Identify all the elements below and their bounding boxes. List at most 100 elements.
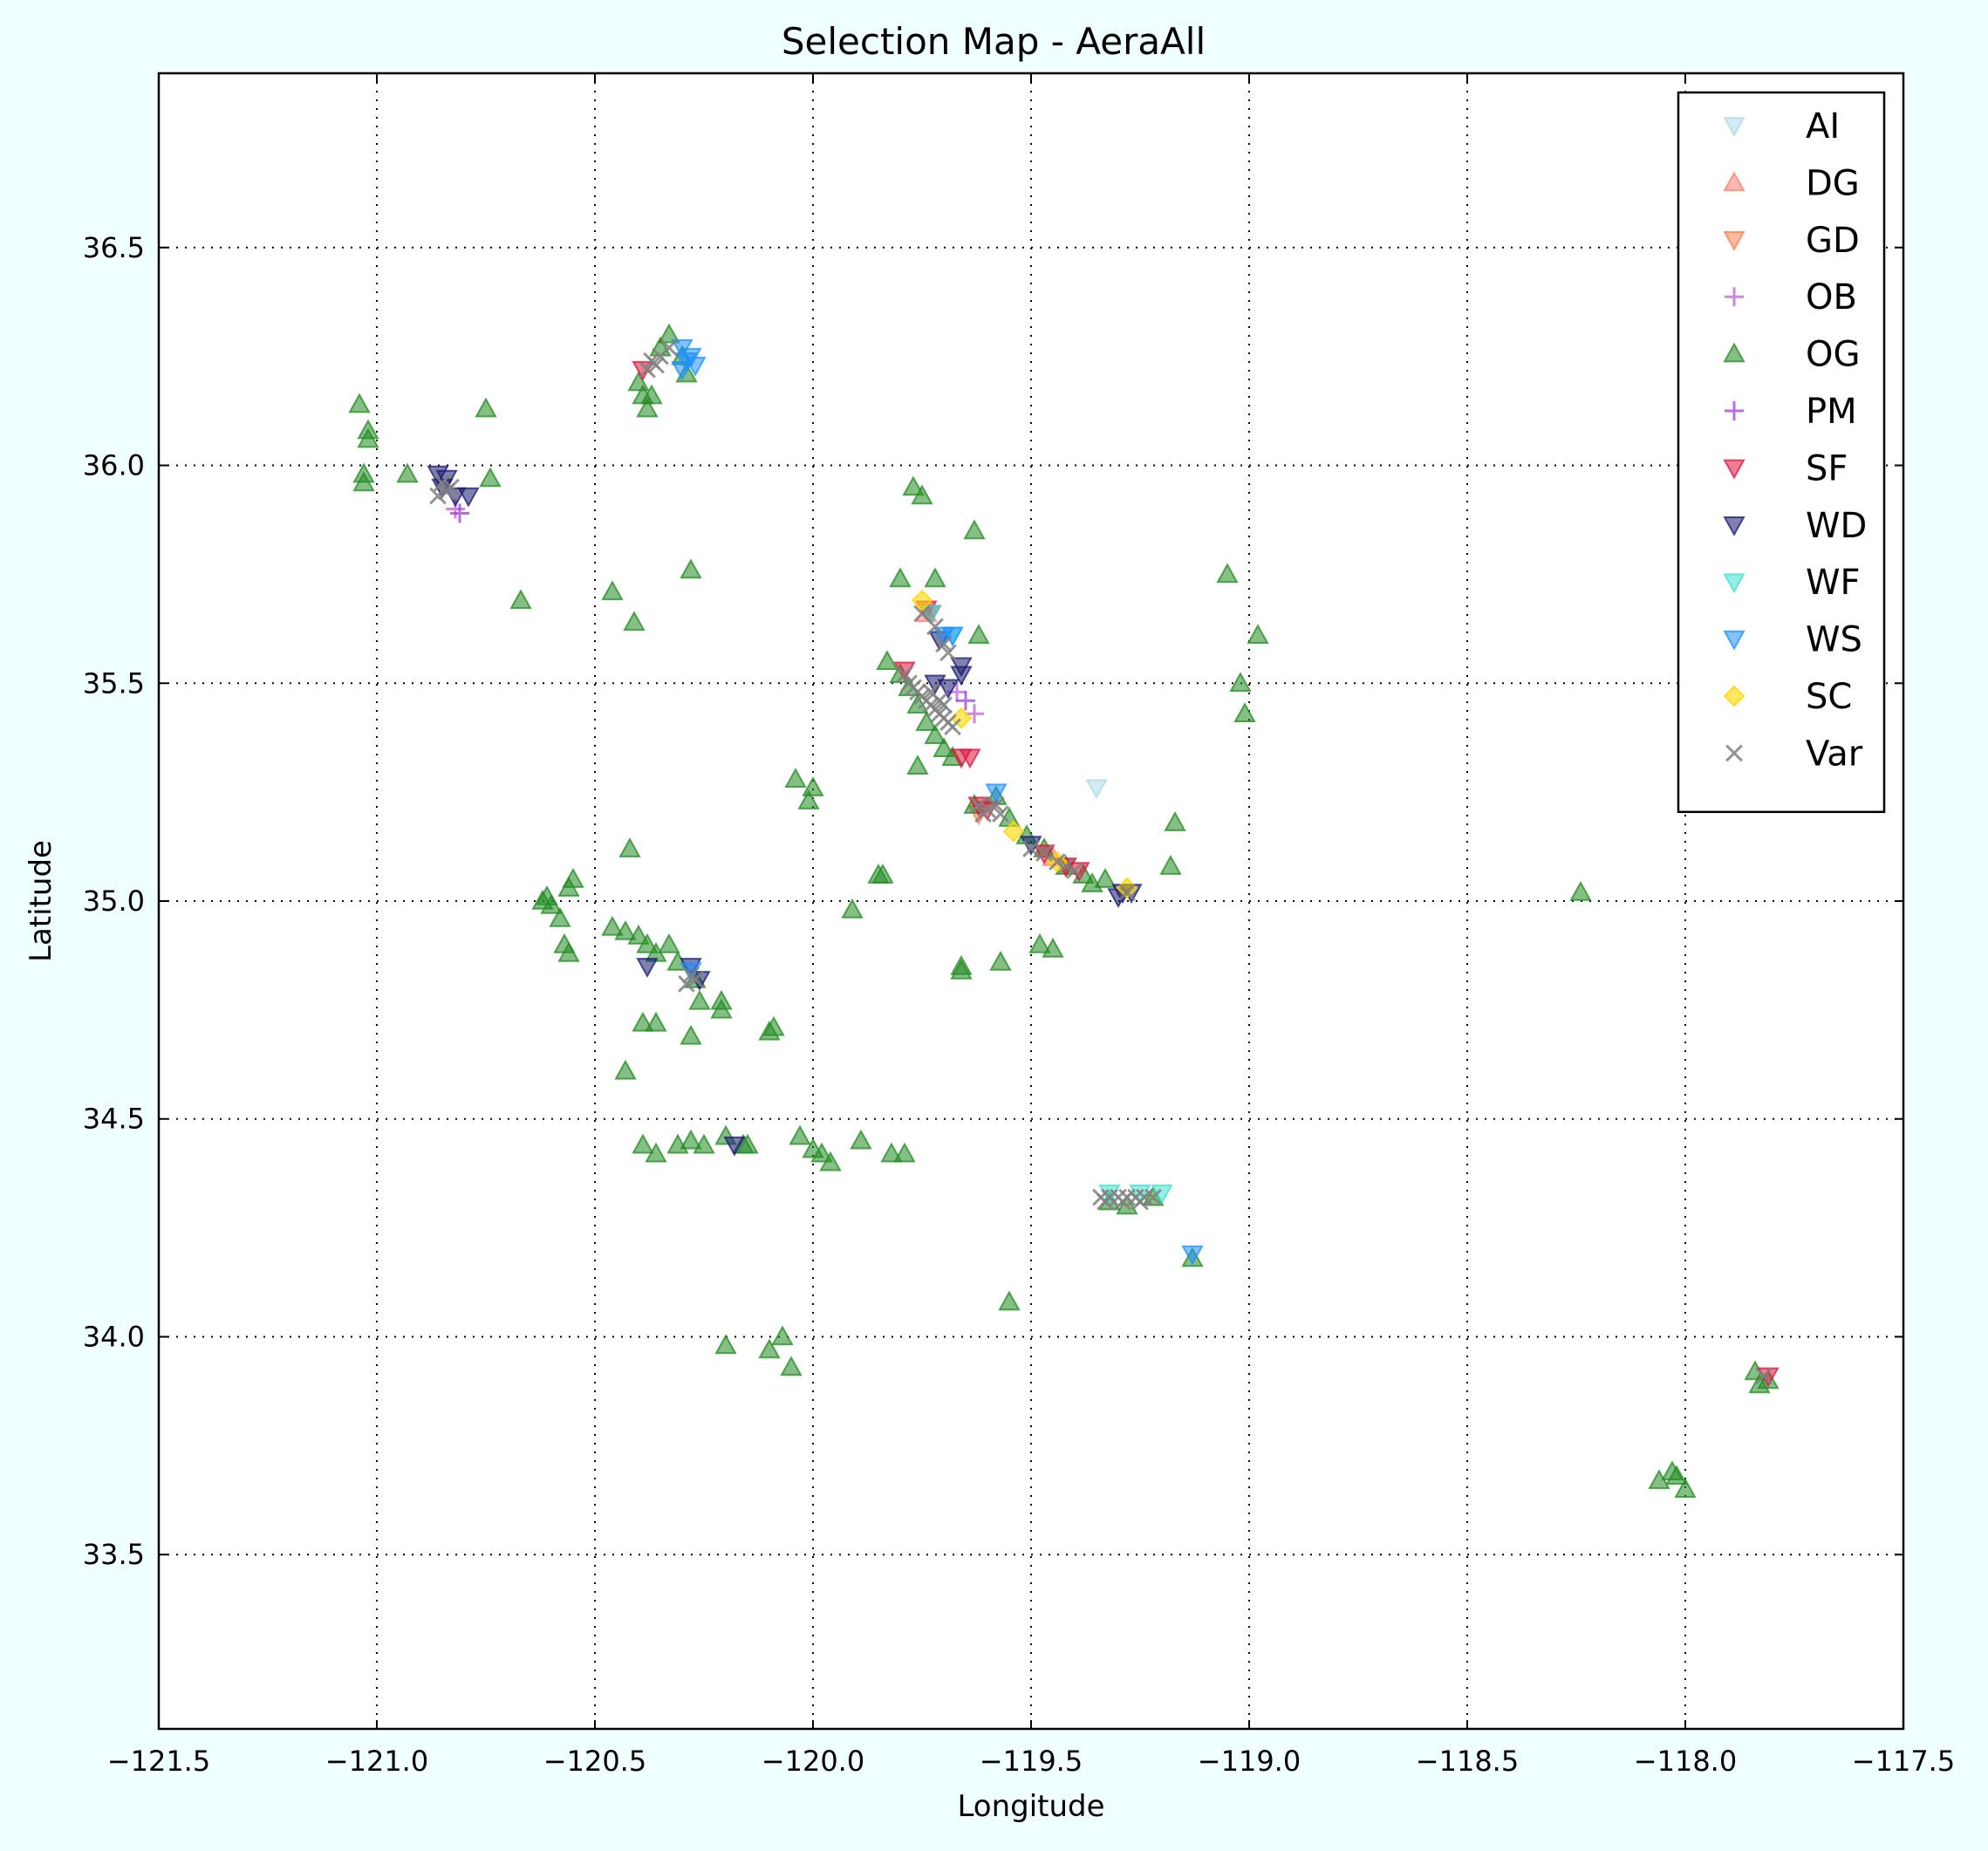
point-var bbox=[429, 487, 447, 505]
data-points bbox=[348, 323, 1780, 1499]
point-og bbox=[614, 1059, 637, 1080]
point-og bbox=[540, 893, 563, 914]
point-og bbox=[680, 1129, 702, 1150]
point-pm bbox=[956, 691, 975, 711]
y-tick-label: 36.0 bbox=[83, 449, 145, 482]
legend-marker-wd bbox=[1723, 516, 1745, 536]
legend-marker-sf bbox=[1723, 459, 1745, 480]
point-og bbox=[632, 1133, 654, 1154]
axis-ticks: −121.5 −121.0 −120.5 −120.0 −119.5 −119.0 −118… bbox=[83, 73, 1955, 1778]
x-tick-label: −120.0 bbox=[762, 1745, 864, 1778]
legend-label-wd: WD bbox=[1806, 506, 1867, 546]
point-og bbox=[658, 323, 680, 344]
point-og bbox=[1216, 563, 1239, 584]
point-og bbox=[618, 837, 641, 857]
legend: AI DG GD OB OG PM SF WD WF WS SC Var bbox=[1677, 91, 1886, 814]
x-tick-label: −118.5 bbox=[1416, 1745, 1519, 1778]
point-og bbox=[632, 384, 654, 405]
point-og bbox=[876, 650, 898, 671]
legend-label-pm: PM bbox=[1806, 392, 1857, 432]
point-wd bbox=[723, 1136, 746, 1157]
legend-marker-ob bbox=[1725, 287, 1744, 307]
point-og bbox=[680, 558, 702, 579]
x-tick-label: −120.5 bbox=[543, 1745, 646, 1778]
point-var bbox=[1035, 844, 1053, 862]
point-var bbox=[896, 666, 913, 684]
point-og bbox=[850, 1129, 872, 1150]
legend-label-gd: GD bbox=[1806, 221, 1860, 261]
point-og bbox=[614, 919, 637, 940]
point-ws bbox=[1181, 1245, 1204, 1266]
y-tick-label: 34.5 bbox=[83, 1103, 145, 1136]
point-var bbox=[1049, 853, 1066, 871]
y-tick-label: 35.5 bbox=[83, 666, 145, 700]
point-var bbox=[944, 718, 961, 736]
point-var bbox=[1057, 857, 1075, 875]
point-var bbox=[974, 805, 992, 823]
point-var bbox=[660, 338, 678, 357]
point-var bbox=[987, 796, 1005, 814]
point-var bbox=[647, 356, 665, 374]
y-tick-label: 35.0 bbox=[83, 885, 145, 918]
point-ws bbox=[941, 626, 964, 647]
point-og bbox=[1665, 1465, 1688, 1486]
x-tick-label: −118.0 bbox=[1634, 1745, 1737, 1778]
point-og bbox=[479, 467, 502, 488]
point-var bbox=[434, 474, 451, 492]
point-og bbox=[357, 427, 379, 448]
point-og bbox=[771, 1325, 794, 1346]
point-og bbox=[880, 1142, 903, 1163]
point-og bbox=[998, 1290, 1021, 1311]
point-og bbox=[636, 932, 659, 953]
point-og bbox=[645, 1142, 667, 1163]
point-var bbox=[1114, 1192, 1131, 1211]
point-ob bbox=[965, 704, 984, 724]
point-og bbox=[893, 1142, 916, 1163]
point-og bbox=[627, 924, 650, 945]
legend-marker-og bbox=[1723, 342, 1745, 363]
point-og bbox=[989, 950, 1012, 971]
point-var bbox=[992, 805, 1009, 823]
point-ai bbox=[1085, 779, 1108, 800]
point-og bbox=[924, 567, 946, 588]
legend-marker-pm bbox=[1725, 401, 1744, 420]
y-tick-label: 33.5 bbox=[83, 1538, 145, 1571]
point-og bbox=[841, 898, 864, 919]
point-og bbox=[758, 1020, 781, 1041]
legend-marker-ws bbox=[1723, 630, 1745, 651]
point-og bbox=[1748, 1373, 1771, 1394]
legend-label-dg: DG bbox=[1806, 163, 1860, 203]
point-og bbox=[1569, 880, 1592, 901]
point-og bbox=[693, 1133, 715, 1154]
point-og bbox=[950, 959, 973, 980]
point-og bbox=[688, 989, 711, 1010]
point-og bbox=[714, 1334, 737, 1355]
legend-marker-dg bbox=[1723, 171, 1745, 192]
point-og bbox=[902, 475, 925, 496]
point-og bbox=[780, 1356, 803, 1376]
point-og bbox=[933, 737, 955, 757]
point-og bbox=[784, 768, 807, 788]
point-og bbox=[557, 876, 580, 897]
point-og bbox=[810, 1142, 833, 1163]
point-var bbox=[913, 604, 931, 623]
point-og bbox=[601, 915, 624, 936]
point-og bbox=[758, 1338, 781, 1359]
legend-marker-wf bbox=[1723, 573, 1745, 594]
legend-marker-gd bbox=[1723, 231, 1745, 251]
point-og bbox=[1229, 672, 1252, 693]
point-og bbox=[396, 462, 419, 483]
point-og bbox=[915, 711, 938, 732]
legend-label-ai: AI bbox=[1806, 106, 1840, 147]
legend-label-ws: WS bbox=[1806, 620, 1862, 660]
legend-label-og: OG bbox=[1806, 335, 1860, 375]
point-og bbox=[645, 1011, 667, 1032]
legend-box bbox=[1677, 91, 1886, 814]
point-og bbox=[658, 932, 680, 953]
point-wd bbox=[636, 958, 659, 978]
point-og bbox=[1674, 1478, 1697, 1499]
point-ws bbox=[671, 360, 693, 381]
point-og bbox=[871, 863, 894, 884]
point-og bbox=[1094, 867, 1117, 888]
